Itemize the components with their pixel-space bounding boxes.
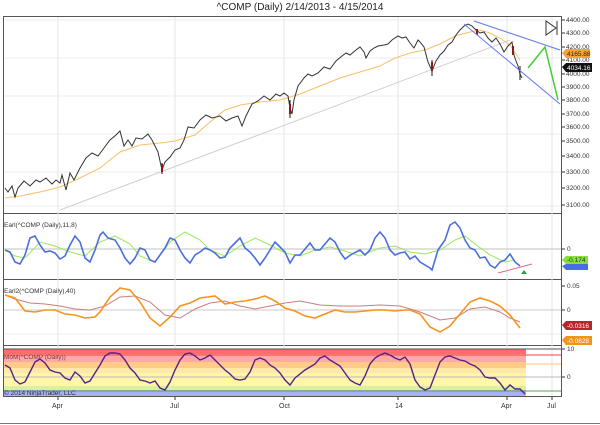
svg-text:3400.00: 3400.00: [566, 153, 590, 160]
svg-text:3300.00: 3300.00: [566, 169, 590, 176]
svg-text:4300.00: 4300.00: [566, 30, 590, 37]
ma-value-badge: [562, 49, 590, 58]
price-panel: [4, 20, 561, 211]
svg-text:3200.00: 3200.00: [566, 185, 590, 192]
svg-text:4034.16: 4034.16: [567, 65, 591, 72]
mom-panel: MoM(^COMP (Daily)) 10 0 © 2014 NinjaTrad…: [4, 346, 575, 397]
svg-text:Apr: Apr: [52, 403, 64, 410]
svg-text:3600.00: 3600.00: [566, 124, 590, 131]
panel-frames: [3, 16, 562, 397]
svg-text:3500.00: 3500.00: [566, 138, 590, 145]
svg-text:4100.00: 4100.00: [566, 57, 590, 64]
svg-text:10: 10: [567, 346, 575, 353]
signal-arrow-icon: [521, 270, 527, 274]
price-gridlines: [4, 19, 561, 207]
earl-panel: Earl(^COMP (Daily),11,8) 0 -0.174: [4, 220, 588, 274]
earl2-signal-line: [4, 294, 521, 323]
price-series: [4, 23, 523, 199]
mom-label: MoM(^COMP (Daily)): [4, 354, 66, 361]
copyright-text: © 2014 NinjaTrader, LLC: [4, 389, 76, 397]
svg-text:3100.00: 3100.00: [566, 202, 590, 209]
last-price-badge: [562, 63, 592, 72]
svg-text:-0.0316: -0.0316: [567, 323, 589, 330]
svg-text:4165.88: 4165.88: [567, 51, 591, 58]
earl2-signal-badge: [562, 321, 592, 330]
earl2-value-badge: [562, 336, 592, 345]
svg-text:Oct: Oct: [279, 403, 290, 410]
scroll-to-end-icon[interactable]: [545, 20, 558, 36]
x-axis: Apr Jul Oct 14 Apr Jul: [52, 397, 556, 410]
svg-text:0.05: 0.05: [567, 283, 580, 290]
svg-text:-0.0628: -0.0628: [567, 338, 589, 345]
earl2-label: Earl2(^COMP (Daily),40): [4, 288, 76, 295]
svg-text:-0.174: -0.174: [567, 257, 586, 264]
earl2-line: [4, 287, 521, 333]
svg-text:4200.00: 4200.00: [566, 44, 590, 51]
svg-text:3800.00: 3800.00: [566, 97, 590, 104]
earl-label: Earl(^COMP (Daily),11,8): [4, 222, 77, 229]
earl2-panel: Earl2(^COMP (Daily),40) 0.05 0 -0.0316 -…: [4, 283, 592, 345]
svg-text:Apr: Apr: [501, 403, 513, 410]
svg-text:14: 14: [395, 403, 403, 410]
svg-text:0: 0: [567, 307, 571, 314]
svg-text:Jul: Jul: [547, 403, 556, 410]
earl-line: [4, 220, 521, 272]
svg-text:4400.00: 4400.00: [566, 17, 590, 24]
svg-text:3700.00: 3700.00: [566, 111, 590, 118]
chart-title: ^COMP (Daily) 2/14/2013 - 4/15/2014: [216, 2, 384, 13]
svg-text:4000.00: 4000.00: [566, 71, 590, 78]
mom-line: [4, 352, 526, 395]
svg-text:3900.00: 3900.00: [566, 84, 590, 91]
svg-text:Jul: Jul: [170, 403, 179, 410]
svg-text:0: 0: [567, 246, 571, 253]
earl-value-badge: [562, 256, 588, 264]
svg-text:0: 0: [567, 374, 571, 381]
price-axis: 4400.00 4300.00 4200.00 4100.00 4000.00 …: [562, 17, 592, 209]
